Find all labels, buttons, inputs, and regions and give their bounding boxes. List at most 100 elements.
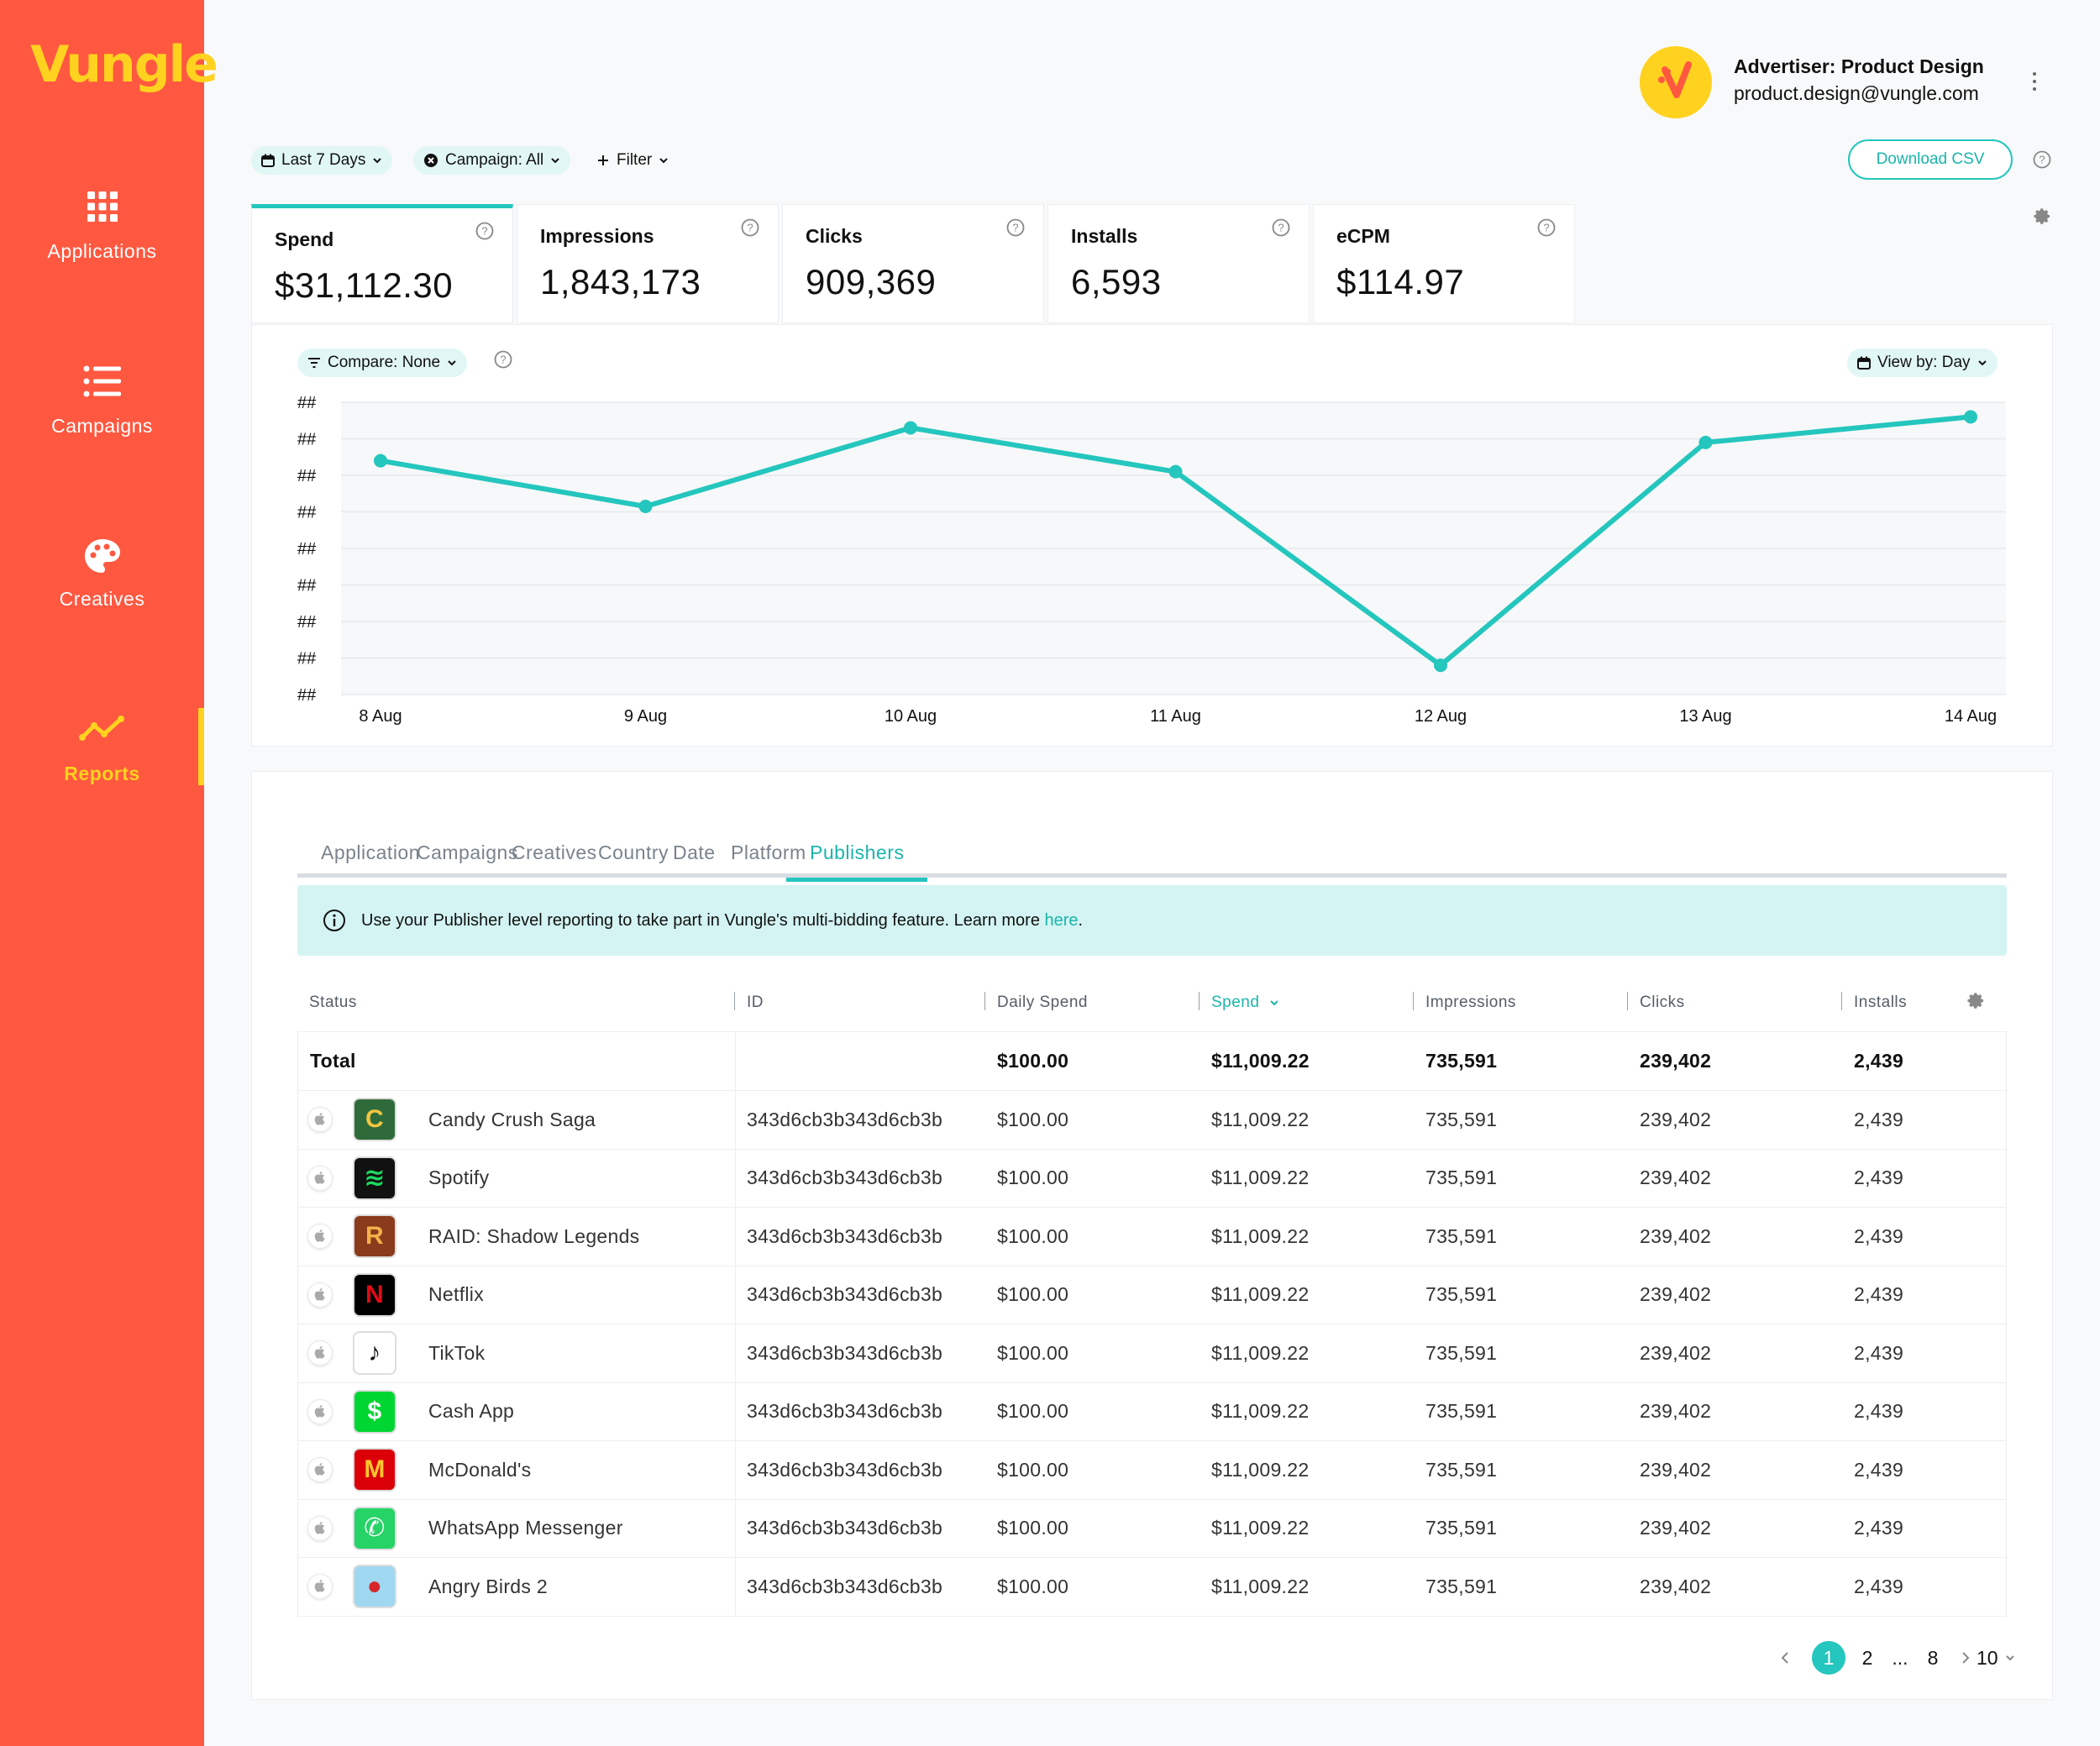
spend-cell: $11,009.22 [1211, 1517, 1310, 1539]
data-point[interactable] [1434, 658, 1447, 673]
data-point[interactable] [638, 499, 653, 513]
column-header-id[interactable]: ID [747, 994, 764, 1011]
app-name[interactable]: Cash App [428, 1400, 515, 1423]
help-icon[interactable]: ? [1537, 218, 1556, 241]
app-name[interactable]: Angry Birds 2 [428, 1575, 548, 1597]
chevron-down-icon [659, 158, 668, 164]
app-name[interactable]: Spotify [428, 1167, 490, 1189]
per-page-dropdown[interactable]: 10 [1961, 1641, 2015, 1675]
column-header-label: Spend [1211, 994, 1260, 1011]
metric-card-impressions[interactable]: Impressions 1,843,173 ? [517, 204, 779, 323]
daily-spend-cell: $100.00 [997, 1283, 1069, 1306]
clear-circle-icon[interactable] [423, 153, 438, 168]
download-csv-button[interactable]: Download CSV [1848, 139, 2013, 180]
x-tick-label: 13 Aug [1679, 707, 1731, 726]
clicks-cell: 239,402 [1640, 1108, 1712, 1130]
page-button-8[interactable]: 8 [1927, 1646, 1939, 1669]
page-list: 1 2... 8 [1812, 1641, 1950, 1675]
x-tick-label: 14 Aug [1945, 707, 1997, 726]
column-header-status[interactable]: Status [309, 994, 357, 1011]
column-header-daily-spend[interactable]: Daily Spend [997, 994, 1088, 1011]
table-row[interactable]: R RAID: Shadow Legends 343d6cb3b343d6cb3b $… [297, 1208, 2007, 1266]
app-name[interactable]: Candy Crush Saga [428, 1108, 596, 1130]
vungle-logo[interactable]: Vungle [30, 35, 218, 94]
metric-value: 1,843,173 [540, 262, 701, 301]
app-name[interactable]: WhatsApp Messenger [428, 1517, 623, 1539]
help-icon[interactable]: ? [1006, 218, 1025, 241]
tab-platform[interactable]: Platform [731, 842, 806, 863]
sidebar-item-applications[interactable]: Applications [0, 190, 204, 282]
column-header-installs[interactable]: Installs [1854, 994, 1908, 1011]
sidebar-item-reports[interactable]: Reports [0, 712, 204, 805]
sidebar-item-campaigns[interactable]: Campaigns [0, 364, 204, 457]
data-point[interactable] [1698, 435, 1713, 449]
table-header: Status ID Daily Spend Spend Impressions … [297, 973, 2007, 1032]
help-icon[interactable]: ? [741, 218, 759, 241]
sidebar-item-label: Reports [64, 763, 140, 784]
page-button-1[interactable]: 1 [1812, 1641, 1845, 1675]
campaign-filter[interactable]: Campaign: All [413, 146, 571, 175]
app-icon: ● [353, 1558, 396, 1616]
help-icon[interactable]: ? [2033, 150, 2051, 173]
date-range-filter[interactable]: Last 7 Days [251, 146, 393, 175]
add-filter-button[interactable]: Filter [596, 146, 669, 175]
y-tick-label: ## [297, 540, 317, 558]
column-header-spend[interactable]: Spend [1211, 994, 1279, 1012]
app-name[interactable]: TikTok [428, 1341, 486, 1364]
y-tick-label: ## [297, 467, 317, 485]
metric-card-ecpm[interactable]: eCPM $114.97 ? [1313, 204, 1575, 323]
more-menu-icon[interactable] [2026, 69, 2043, 94]
app-name[interactable]: RAID: Shadow Legends [428, 1224, 640, 1247]
list-icon [0, 364, 204, 403]
tab-country[interactable]: Country [598, 842, 669, 863]
table-row[interactable]: C Candy Crush Saga 343d6cb3b343d6cb3b $100.… [297, 1091, 2007, 1150]
app-logo-icon: ● [353, 1565, 396, 1609]
gear-icon[interactable] [1966, 992, 1987, 1017]
chevron-right-icon [1962, 1652, 1970, 1664]
y-tick-label: ## [297, 650, 317, 669]
tab-publishers[interactable]: Publishers [786, 827, 928, 882]
column-header-clicks[interactable]: Clicks [1640, 994, 1685, 1011]
data-point[interactable] [374, 454, 387, 468]
clicks-cell: 239,402 [1640, 1224, 1712, 1247]
spend-cell: $11,009.22 [1211, 1575, 1310, 1597]
table-row[interactable]: N Netflix 343d6cb3b343d6cb3b $100.00 $11,009… [297, 1266, 2007, 1324]
column-header-impressions[interactable]: Impressions [1425, 994, 1516, 1011]
sidebar-item-creatives[interactable]: Creatives [0, 537, 204, 630]
table-row[interactable]: ≋ Spotify 343d6cb3b343d6cb3b $100.00 $11,009… [297, 1149, 2007, 1208]
metric-card-spend[interactable]: Spend $31,112.30 ? [251, 204, 513, 323]
metric-card-clicks[interactable]: Clicks 909,369 ? [782, 204, 1044, 323]
data-point[interactable] [1964, 410, 1977, 424]
data-point[interactable] [904, 421, 917, 435]
help-icon[interactable]: ? [1272, 218, 1290, 241]
data-point[interactable] [1168, 464, 1183, 479]
help-icon[interactable]: ? [475, 222, 494, 244]
table-row[interactable]: ♪ TikTok 343d6cb3b343d6cb3b $100.00 $11,009.… [297, 1324, 2007, 1383]
table-row[interactable]: ✆ WhatsApp Messenger 343d6cb3b343d6cb3b $10… [297, 1499, 2007, 1558]
learn-more-link[interactable]: here [1044, 910, 1079, 930]
tab-application[interactable]: Application [321, 842, 421, 863]
y-tick-label: ## [297, 394, 317, 412]
table-row[interactable]: $ Cash App 343d6cb3b343d6cb3b $100.00 $11,00… [297, 1382, 2007, 1441]
table-row[interactable]: M McDonald's 343d6cb3b343d6cb3b $100.00 $11,… [297, 1441, 2007, 1500]
publishers-table: Status ID Daily Spend Spend Impressions … [297, 973, 2007, 1617]
sidebar-item-label: Campaigns [51, 415, 153, 437]
tab-creatives[interactable]: Creatives [512, 842, 597, 863]
metric-card-installs[interactable]: Installs 6,593 ? [1047, 204, 1310, 323]
daily-spend-cell: $100.00 [997, 1517, 1069, 1539]
app-name[interactable]: McDonald's [428, 1458, 532, 1481]
tab-campaigns[interactable]: Campaigns [417, 842, 518, 863]
compare-dropdown[interactable]: Compare: None [297, 349, 468, 377]
table-row[interactable]: ● Angry Birds 2 343d6cb3b343d6cb3b $100.00 $… [297, 1558, 2007, 1617]
gear-icon[interactable] [2033, 207, 2053, 232]
avatar[interactable] [1640, 46, 1712, 118]
app-logo-icon: $ [353, 1389, 396, 1434]
filter-lines-icon [308, 358, 320, 368]
help-icon[interactable]: ? [494, 350, 512, 373]
prev-page-button[interactable] [1768, 1641, 1802, 1675]
view-by-dropdown[interactable]: View by: Day [1847, 349, 1998, 377]
page-button-2[interactable]: 2 [1861, 1646, 1873, 1669]
tab-date[interactable]: Date [673, 842, 716, 863]
app-name[interactable]: Netflix [428, 1283, 485, 1306]
app-icon: ≋ [353, 1150, 396, 1208]
